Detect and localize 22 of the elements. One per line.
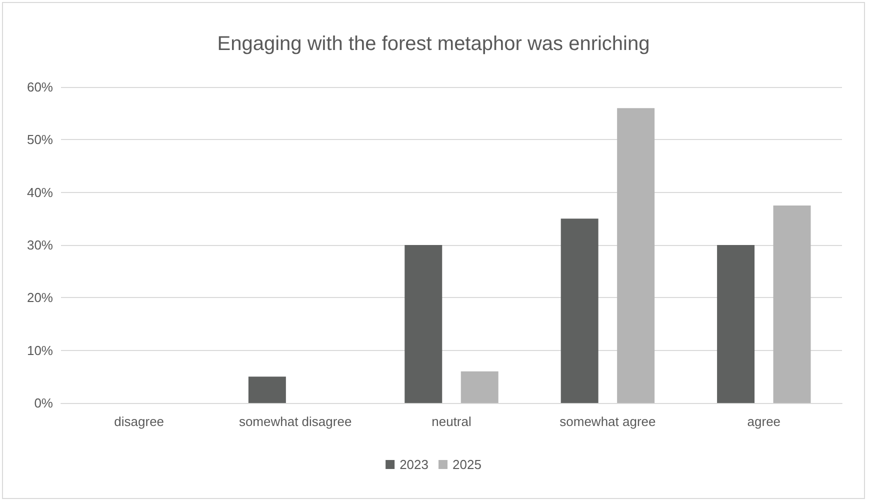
bar [773, 206, 811, 403]
bar [617, 108, 655, 403]
y-tick-label: 50% [26, 132, 54, 148]
x-tick-label: neutral [432, 414, 472, 429]
legend-label: 2025 [452, 457, 482, 472]
y-tick-label: 30% [26, 238, 54, 252]
y-tick-label: 0% [34, 396, 54, 410]
x-tick-label: agree [747, 414, 781, 429]
legend-label: 2023 [400, 457, 428, 472]
x-tick-label: somewhat agree [560, 414, 656, 429]
bar [404, 245, 442, 403]
y-tick-label: 20% [26, 290, 54, 306]
bar [248, 376, 286, 403]
y-tick-label: 40% [26, 184, 54, 200]
x-tick-label: somewhat disagree [238, 414, 352, 429]
bar [717, 245, 755, 403]
y-tick-label: 10% [26, 342, 54, 358]
x-tick-label: disagree [114, 414, 164, 429]
chart-title: Engaging with the forest metaphor was enriching [217, 33, 650, 55]
y-tick-label: 60% [26, 80, 54, 94]
bar [560, 218, 598, 403]
bar [460, 371, 498, 403]
